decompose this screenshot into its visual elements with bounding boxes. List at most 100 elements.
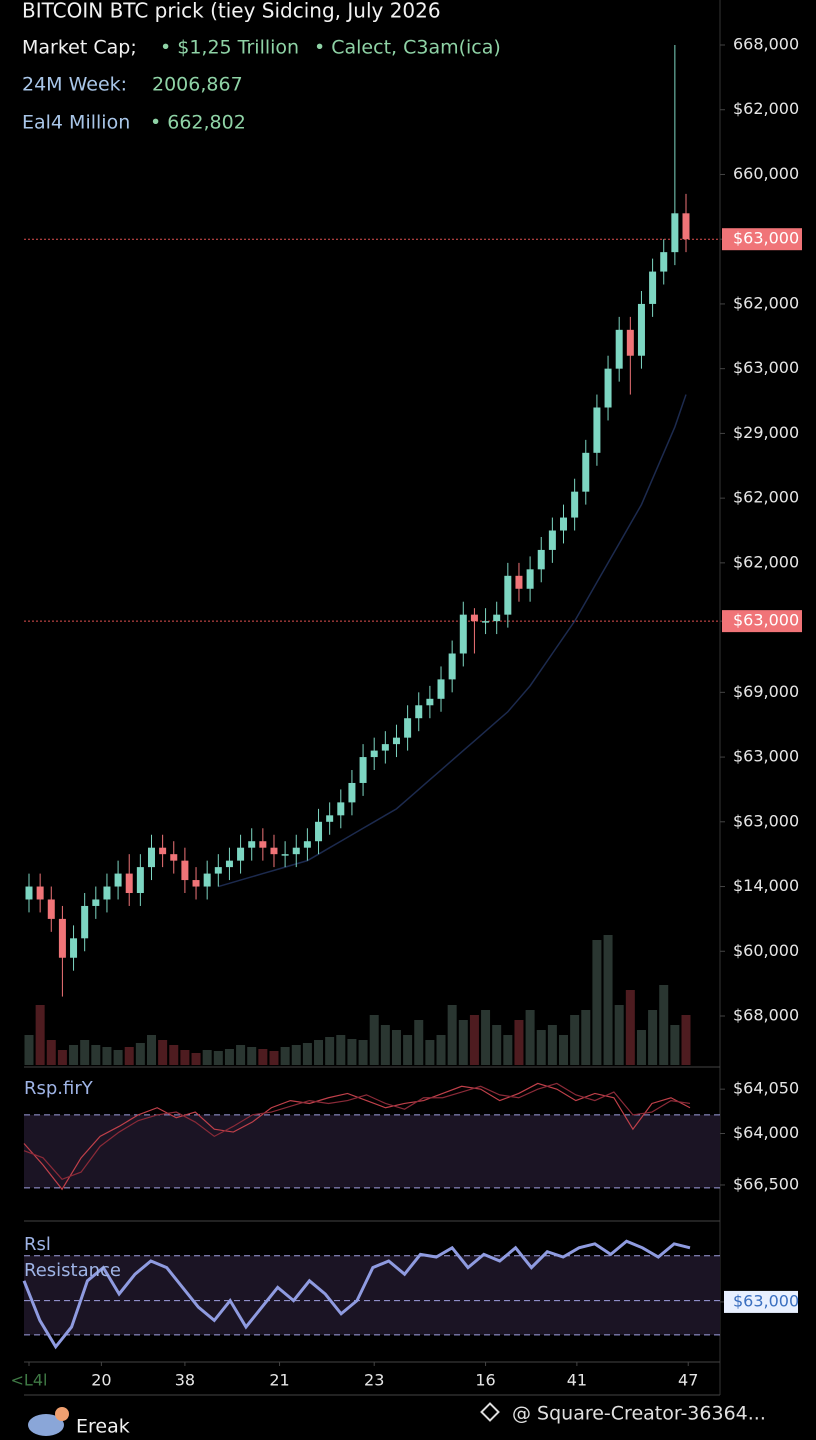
panel-band-fill	[24, 1114, 720, 1188]
y-tick-label: $63,000	[733, 229, 799, 248]
footer-credit: @ Square-Creator-36364...	[512, 1403, 766, 1425]
diamond-icon	[480, 1402, 500, 1422]
candle-body	[359, 757, 367, 783]
candle-body	[448, 653, 456, 680]
candle-body	[437, 679, 445, 699]
volume-bar	[592, 940, 602, 1065]
volume-bar	[481, 1010, 491, 1065]
candle-body	[237, 847, 245, 861]
volume-bar	[547, 1025, 557, 1065]
volume-bar	[24, 1035, 34, 1065]
volume-bar	[458, 1020, 468, 1065]
volume-bar	[681, 1015, 691, 1065]
volume-bar	[525, 1010, 535, 1065]
candle-body	[615, 329, 623, 369]
candle-body	[114, 873, 122, 887]
footer-brand: Ereak	[76, 1416, 130, 1438]
candle-body	[426, 698, 434, 706]
volume-bar	[69, 1045, 79, 1065]
volume-bar	[336, 1035, 346, 1065]
candle-body	[526, 569, 534, 589]
y-tick-label: $62,000	[733, 552, 799, 571]
volume-bar	[113, 1050, 123, 1065]
volume-bar	[425, 1040, 435, 1065]
candle-body	[303, 841, 311, 848]
candle-body	[493, 614, 501, 622]
y-tick-label: 660,000	[733, 164, 799, 183]
candle-body	[315, 821, 323, 842]
volume-bar	[102, 1047, 112, 1065]
candle-body	[459, 614, 467, 654]
x-tick-label: 16	[475, 1371, 495, 1390]
volume-bar	[536, 1030, 546, 1065]
volume-bar	[570, 1015, 580, 1065]
volume-bar	[247, 1047, 257, 1065]
indicator-line	[22, 1239, 691, 1350]
volume-bar	[503, 1035, 513, 1065]
candle-body	[281, 854, 289, 856]
chart-title: BITCOIN BTC prick (tiey Sidcing, July 20…	[22, 0, 441, 23]
volume-bar	[258, 1049, 268, 1065]
volume-bar	[514, 1020, 524, 1065]
volume-bar	[469, 1015, 479, 1065]
x-tick-label: 20	[91, 1371, 111, 1390]
volume-bar	[224, 1049, 234, 1065]
x-tick-label: <L4l	[11, 1371, 48, 1390]
candle-body	[92, 899, 100, 906]
candle-body	[626, 329, 634, 356]
volume-bar	[603, 935, 613, 1065]
volume-bar	[302, 1043, 312, 1065]
candle-body	[214, 867, 222, 874]
y-tick-label: $63,000	[733, 611, 799, 630]
candle-body	[292, 847, 300, 855]
candle-body	[637, 303, 645, 356]
bird-icon	[55, 1407, 69, 1421]
candle-body	[482, 621, 490, 623]
candle-body	[537, 549, 545, 570]
volume-bar	[492, 1025, 502, 1065]
candle-body	[571, 491, 579, 518]
volume-bar	[347, 1039, 357, 1065]
candle-body	[660, 252, 668, 272]
candle-body	[225, 860, 233, 868]
candle-body	[47, 899, 55, 919]
volume-bar	[124, 1047, 134, 1065]
stat-extra: • Calect, C3am(ica)	[314, 37, 501, 59]
candle-body	[593, 407, 601, 453]
x-tick-label: 47	[678, 1371, 698, 1390]
price-tag	[724, 1290, 798, 1313]
volume-bar	[35, 1005, 45, 1065]
volume-bar	[447, 1005, 457, 1065]
volume-bar	[180, 1050, 190, 1065]
candle-body	[604, 368, 612, 408]
y-tick-label: $62,000	[733, 99, 799, 118]
volume-bar	[80, 1040, 90, 1065]
y-tick-label: $63,000	[733, 1291, 799, 1310]
volume-bar	[581, 1010, 591, 1065]
volume-bar	[614, 1005, 624, 1065]
volume-bar	[414, 1020, 424, 1065]
y-tick-label: $66,500	[733, 1174, 799, 1193]
candle-body	[337, 802, 345, 816]
candle-body	[392, 737, 400, 745]
x-tick-label: 23	[364, 1371, 384, 1390]
candle-body	[515, 575, 523, 589]
volume-bar	[57, 1050, 67, 1065]
candle-body	[415, 705, 423, 719]
candle-body	[259, 841, 267, 848]
candle-body	[125, 873, 133, 894]
candle-body	[58, 918, 66, 958]
volume-bar	[380, 1025, 390, 1065]
panel-label: Rsl	[24, 1234, 51, 1255]
stat-value: 2006,867	[152, 74, 243, 96]
stat-value: • $1,25 Trillion	[160, 37, 299, 59]
candle-body	[192, 880, 200, 887]
stat-label: Eal4 Million	[22, 112, 130, 134]
y-tick-label: $29,000	[733, 423, 799, 442]
x-tick-label: 41	[567, 1371, 587, 1390]
candle-body	[81, 905, 89, 939]
panel-label: Rsp.firY	[24, 1078, 94, 1099]
candle-body	[682, 213, 690, 240]
stat-label: 24M Week:	[22, 74, 127, 96]
indicator-line	[23, 1082, 691, 1191]
